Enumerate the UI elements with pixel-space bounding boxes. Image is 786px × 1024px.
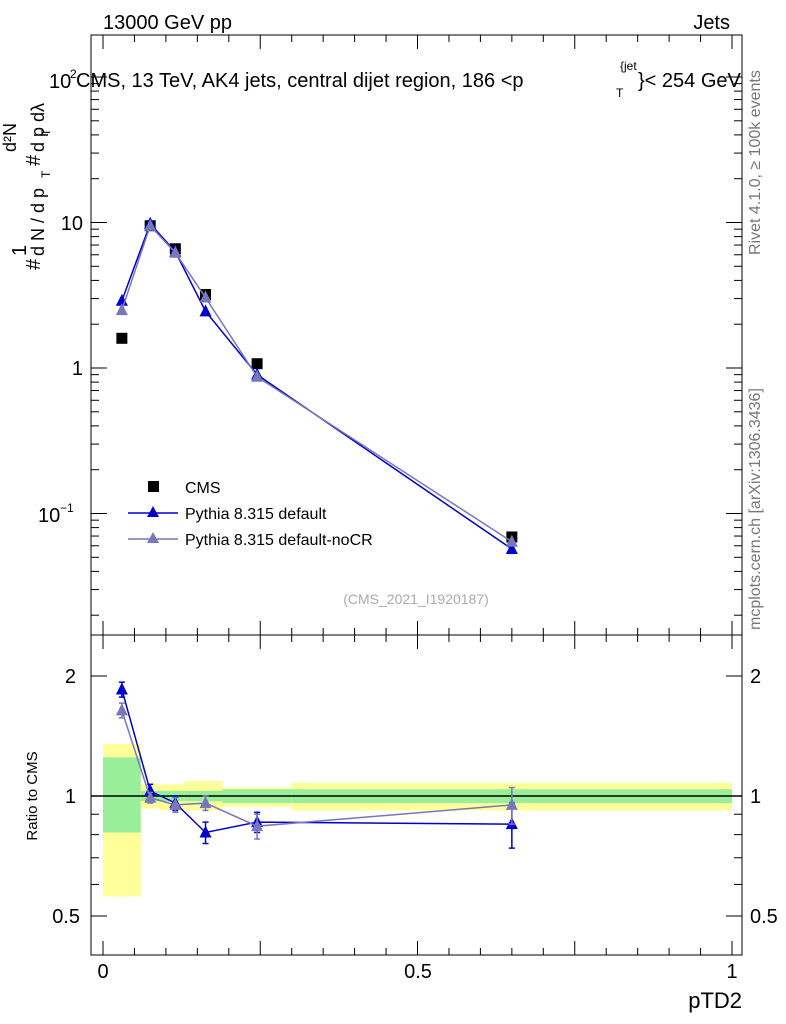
chart-title-main: CMS, 13 TeV, AK4 jets, central dijet reg… (76, 70, 524, 92)
ratio-y-axis-label: Ratio to CMS (24, 751, 41, 840)
ratio-tick-0p5-right: 0.5 (750, 906, 778, 928)
ylabel-sub-T1: T (39, 170, 53, 178)
y-tick-label-0p1-base: 10 (38, 505, 60, 527)
ratio-tick-1-right: 1 (750, 786, 761, 808)
ratio-point-nocr (199, 796, 212, 809)
main-line-nocr (121, 224, 513, 543)
chart-title-tail: }< 254 GeV (638, 70, 742, 92)
y-tick-label-10: 10 (61, 213, 83, 235)
ratio-point-nocr (251, 819, 264, 832)
legend: CMS Pythia 8.315 default Pythia 8.315 de… (128, 480, 373, 549)
ratio-line-nocr (121, 710, 512, 827)
legend-label-default: Pythia 8.315 default (185, 506, 327, 523)
y-tick-label-0p1: 10 −1 (38, 501, 74, 527)
legend-label-cms: CMS (185, 480, 221, 497)
y-tick-label-1: 1 (72, 358, 83, 380)
ratio-point-nocr (169, 797, 182, 810)
legend-marker-default (147, 506, 159, 517)
cms-data-point (116, 332, 128, 344)
ylabel-dpt: d p dλ (28, 103, 48, 152)
main-y-tick-labels: 10 2 10 1 10 −1 (38, 67, 83, 527)
ratio-plot-frame (90, 634, 743, 956)
ratio-line-default (121, 689, 512, 834)
legend-label-nocr: Pythia 8.315 default-noCR (185, 532, 373, 549)
x-tick-labels: 0 0.5 1 (97, 961, 737, 983)
uncertainty-bands (103, 744, 732, 897)
ratio-tick-2-right: 2 (750, 666, 761, 688)
y-tick-label-100-exp: 2 (70, 67, 77, 81)
ratio-point-default (199, 825, 212, 838)
legend-marker-nocr (147, 532, 159, 543)
main-point-nocr (169, 245, 182, 258)
analysis-watermark: (CMS_2021_I1920187) (343, 591, 489, 607)
main-y-axis-label: # 1 d N / d p T # d²N d p dλ T (0, 103, 53, 270)
data-series (115, 216, 518, 849)
y-tick-label-0p1-exp: −1 (60, 501, 74, 515)
axis-ticks (91, 35, 742, 955)
chart-title-sup: {jet (620, 59, 637, 73)
main-point-nocr (199, 290, 212, 303)
side-text-mcplots: mcplots.cern.ch [arXiv:1306.3436] (747, 388, 764, 630)
x-tick-label-0: 0 (97, 961, 108, 983)
main-point-nocr (115, 303, 128, 316)
ratio-tick-1-left: 1 (65, 786, 76, 808)
ylabel-frac-dN: d N / d p (28, 188, 48, 256)
main-point-nocr (505, 534, 518, 547)
ratio-y-tick-labels: 2 1 0.5 2 1 0.5 (52, 666, 778, 928)
ylabel-sub-T2: T (39, 128, 53, 136)
ylabel-frac-1: 1 (9, 245, 31, 256)
main-line-default (121, 222, 513, 550)
main-point-nocr (251, 369, 264, 382)
header-left: 13000 GeV pp (103, 12, 232, 34)
ratio-point-nocr (144, 790, 157, 803)
ratio-point-default (115, 682, 128, 695)
main-point-nocr (144, 218, 157, 231)
x-axis-label: pTD2 (688, 988, 742, 1013)
y-tick-label-100: 10 2 (49, 67, 77, 93)
ratio-tick-0p5-left: 0.5 (52, 906, 80, 928)
ylabel-d2N: d²N (0, 123, 20, 152)
x-tick-label-1: 1 (726, 961, 737, 983)
main-point-default (505, 542, 518, 555)
y-tick-label-100-base: 10 (49, 71, 71, 93)
green-band-bin (103, 757, 141, 833)
ratio-tick-2-left: 2 (65, 666, 76, 688)
ratio-point-nocr (505, 797, 518, 810)
side-text-rivet: Rivet 4.1.0, ≥ 100k events (747, 70, 764, 255)
ylabel-main: # (23, 258, 45, 270)
legend-marker-cms (148, 481, 159, 492)
header-right: Jets (693, 12, 730, 34)
ylabel-hash2: # (23, 154, 45, 166)
cms-data-point (251, 358, 263, 370)
chart-title: CMS, 13 TeV, AK4 jets, central dijet reg… (76, 59, 742, 100)
main-point-default (199, 304, 212, 317)
x-tick-label-0p5: 0.5 (404, 961, 432, 983)
ratio-point-nocr (115, 703, 128, 716)
chart-title-sub: T (616, 86, 624, 100)
